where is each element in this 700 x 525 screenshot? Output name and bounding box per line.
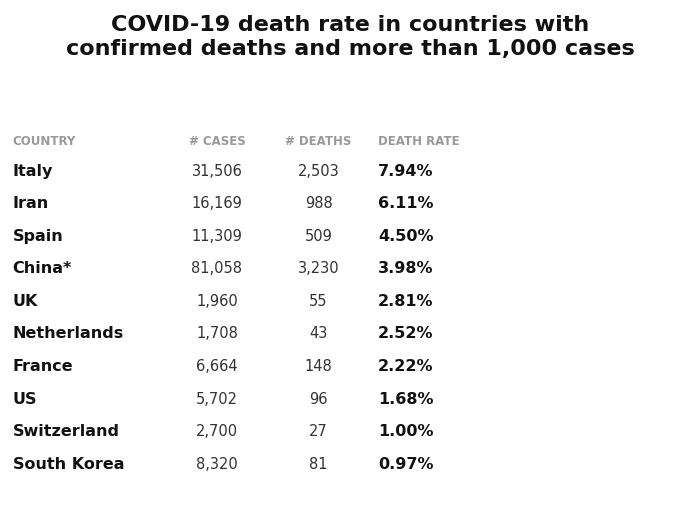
Text: Iran: Iran — [13, 196, 49, 211]
Text: 5,702: 5,702 — [196, 392, 238, 406]
Text: 2.22%: 2.22% — [378, 359, 433, 374]
Text: US: US — [13, 392, 37, 406]
Text: Netherlands: Netherlands — [13, 327, 124, 341]
Text: 16,169: 16,169 — [192, 196, 242, 211]
Text: 988: 988 — [304, 196, 332, 211]
Text: 1,960: 1,960 — [196, 294, 238, 309]
Text: South Korea: South Korea — [13, 457, 124, 471]
Text: Spain: Spain — [13, 229, 63, 244]
Text: 27: 27 — [309, 424, 328, 439]
Text: # DEATHS: # DEATHS — [286, 135, 351, 149]
Text: # CASES: # CASES — [188, 135, 246, 149]
Text: China*: China* — [13, 261, 72, 276]
Text: 43: 43 — [309, 327, 328, 341]
Text: 509: 509 — [304, 229, 332, 244]
Text: COUNTRY: COUNTRY — [13, 135, 76, 149]
Text: 1.68%: 1.68% — [378, 392, 433, 406]
Text: 4.50%: 4.50% — [378, 229, 433, 244]
Text: COVID-19 death rate in countries with
confirmed deaths and more than 1,000 cases: COVID-19 death rate in countries with co… — [66, 15, 634, 59]
Text: 6.11%: 6.11% — [378, 196, 433, 211]
Text: 2.52%: 2.52% — [378, 327, 433, 341]
Text: 6,664: 6,664 — [196, 359, 238, 374]
Text: 96: 96 — [309, 392, 328, 406]
Text: 55: 55 — [309, 294, 328, 309]
Text: 11,309: 11,309 — [192, 229, 242, 244]
Text: 8,320: 8,320 — [196, 457, 238, 471]
Text: 2.81%: 2.81% — [378, 294, 433, 309]
Text: Switzerland: Switzerland — [13, 424, 120, 439]
Text: 0.97%: 0.97% — [378, 457, 433, 471]
Text: UK: UK — [13, 294, 38, 309]
Text: 31,506: 31,506 — [192, 164, 242, 179]
Text: 3.98%: 3.98% — [378, 261, 433, 276]
Text: 1,708: 1,708 — [196, 327, 238, 341]
Text: 148: 148 — [304, 359, 332, 374]
Text: 1.00%: 1.00% — [378, 424, 433, 439]
Text: 2,700: 2,700 — [196, 424, 238, 439]
Text: Italy: Italy — [13, 164, 53, 179]
Text: 81,058: 81,058 — [192, 261, 242, 276]
Text: DEATH RATE: DEATH RATE — [378, 135, 460, 149]
Text: 3,230: 3,230 — [298, 261, 340, 276]
Text: 2,503: 2,503 — [298, 164, 340, 179]
Text: 7.94%: 7.94% — [378, 164, 433, 179]
Text: France: France — [13, 359, 74, 374]
Text: 81: 81 — [309, 457, 328, 471]
